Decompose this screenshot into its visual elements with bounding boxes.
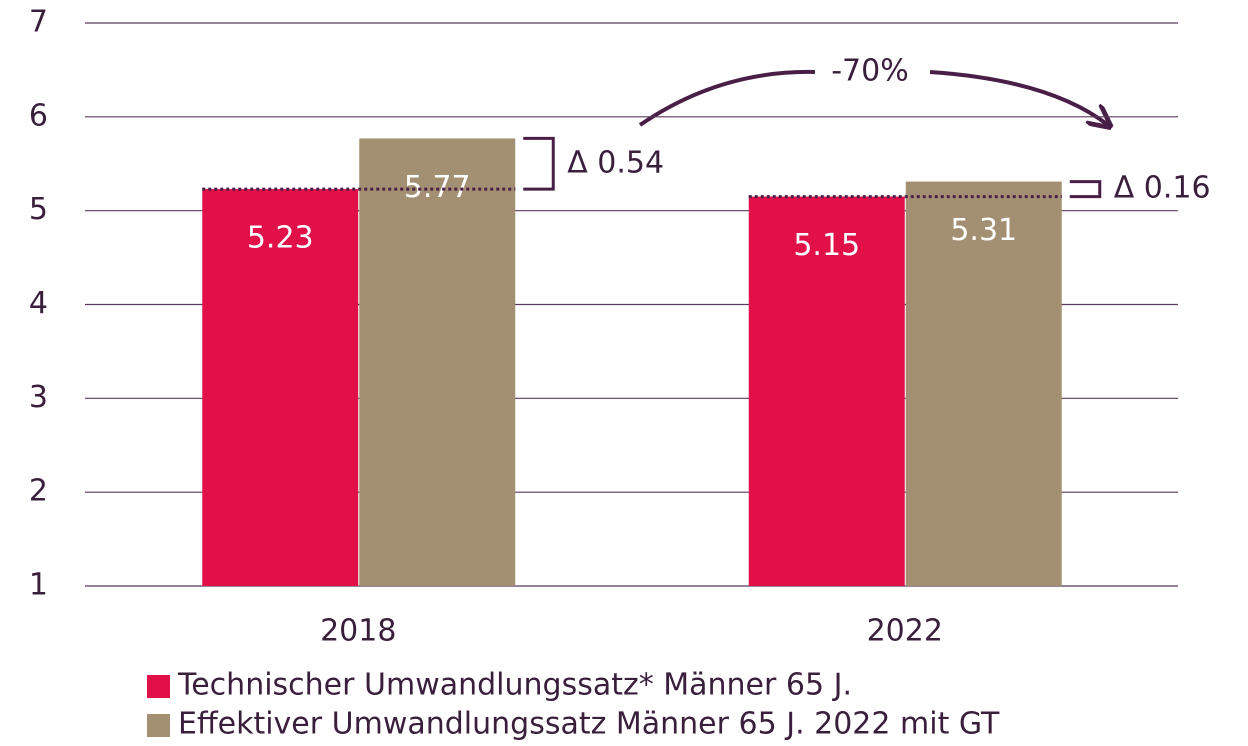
y-tick-label: 1	[29, 568, 48, 603]
bar	[359, 138, 516, 587]
legend-swatch	[147, 675, 170, 698]
bracket	[1069, 180, 1102, 199]
arrow-curve	[929, 70, 1108, 125]
value-label: 5.15	[793, 228, 860, 263]
arrow-curve	[638, 69, 816, 127]
bar	[748, 196, 905, 586]
y-tick-label: 6	[29, 98, 48, 133]
y-tick-label: 5	[29, 192, 48, 227]
y-tick-label: 4	[29, 286, 48, 321]
legend-swatch	[147, 714, 170, 737]
bar	[905, 181, 1062, 586]
value-label: 5.31	[950, 213, 1017, 248]
arrow-label: -70%	[831, 54, 909, 89]
x-tick-label: 2018	[320, 614, 396, 649]
legend-label: Effektiver Umwandlungssatz Männer 65 J. …	[178, 707, 1000, 742]
x-tick-label: 2022	[867, 614, 943, 649]
y-tick-label: 7	[29, 5, 48, 40]
value-label: 5.77	[404, 170, 471, 205]
value-label: 5.23	[247, 221, 314, 256]
y-tick-label: 3	[29, 380, 48, 415]
bar	[202, 189, 359, 586]
y-tick-label: 2	[29, 474, 48, 509]
difference-label: Δ 0.16	[1114, 171, 1211, 206]
difference-label: Δ 0.54	[567, 145, 664, 180]
legend-label: Technischer Umwandlungssatz* Männer 65 J…	[177, 668, 852, 703]
bracket	[523, 136, 555, 191]
